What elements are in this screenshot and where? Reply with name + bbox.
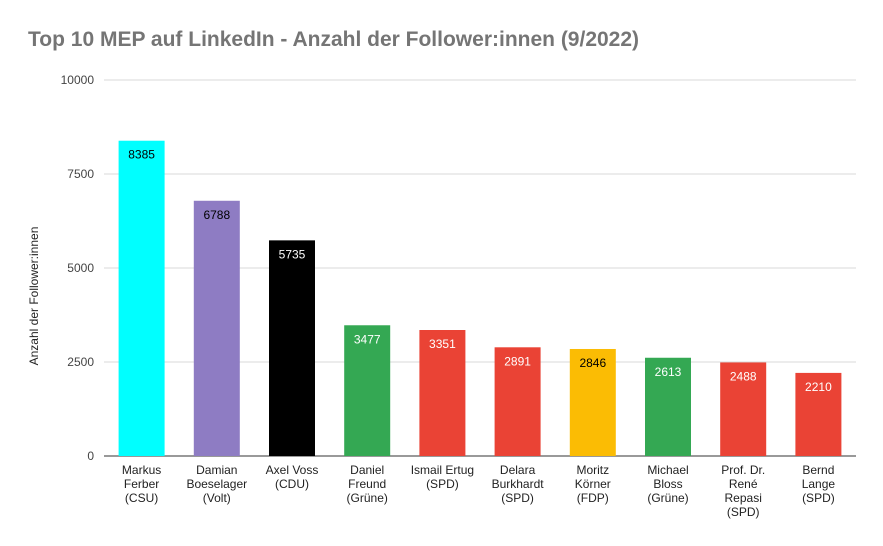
data-label: 2891	[504, 354, 531, 368]
x-tick-label: Damian Boeselager (Volt)	[186, 463, 247, 505]
bar	[795, 372, 842, 456]
bar	[569, 348, 616, 456]
y-tick-label: 7500	[67, 167, 94, 181]
bar	[720, 362, 767, 456]
data-label: 2846	[579, 356, 606, 370]
bar	[419, 330, 466, 456]
data-label: 2488	[730, 369, 757, 383]
bar	[269, 240, 315, 456]
x-tick-label: Ismail Ertug (SPD)	[411, 463, 474, 491]
bar	[344, 325, 391, 456]
data-label: 8385	[128, 148, 155, 162]
data-label: 2210	[805, 380, 832, 394]
y-axis-ticks: 0 2500 5000 7500 10000	[61, 73, 95, 463]
x-tick-label: Daniel Freund (Grüne)	[347, 463, 388, 505]
data-label: 5735	[279, 247, 306, 261]
x-tick-label: Bernd Lange (SPD)	[802, 463, 836, 505]
bars: 8385 6788 5735 3477 3351 2891 2846 2613 2488 2210	[118, 140, 842, 456]
x-tick-label: Markus Ferber (CSU)	[122, 463, 161, 505]
data-label: 3477	[354, 332, 381, 346]
x-tick-label: Moritz Körner (FDP)	[575, 463, 611, 505]
bar	[118, 140, 165, 456]
bar	[645, 357, 691, 456]
x-tick-label: Prof. Dr. René Repasi (SPD)	[721, 463, 765, 519]
bar	[193, 200, 240, 456]
data-label: 6788	[203, 208, 230, 222]
data-label: 2613	[655, 365, 682, 379]
y-tick-label: 10000	[61, 73, 95, 87]
x-tick-label: Michael Bloss (Grüne)	[647, 463, 688, 505]
x-tick-label: Axel Voss (CDU)	[266, 463, 319, 491]
y-axis-label: Anzahl der Follower:innen	[27, 227, 41, 366]
chart-title: Top 10 MEP auf LinkedIn - Anzahl der Fol…	[28, 28, 640, 51]
x-axis-categories: Markus Ferber (CSU) Damian Boeselager (Volt) A…	[122, 463, 835, 519]
y-tick-label: 2500	[67, 355, 94, 369]
bar	[494, 347, 541, 456]
y-tick-label: 0	[87, 449, 94, 463]
y-tick-label: 5000	[67, 261, 94, 275]
data-label: 3351	[429, 337, 456, 351]
x-tick-label: Delara Burkhardt (SPD)	[492, 463, 545, 505]
